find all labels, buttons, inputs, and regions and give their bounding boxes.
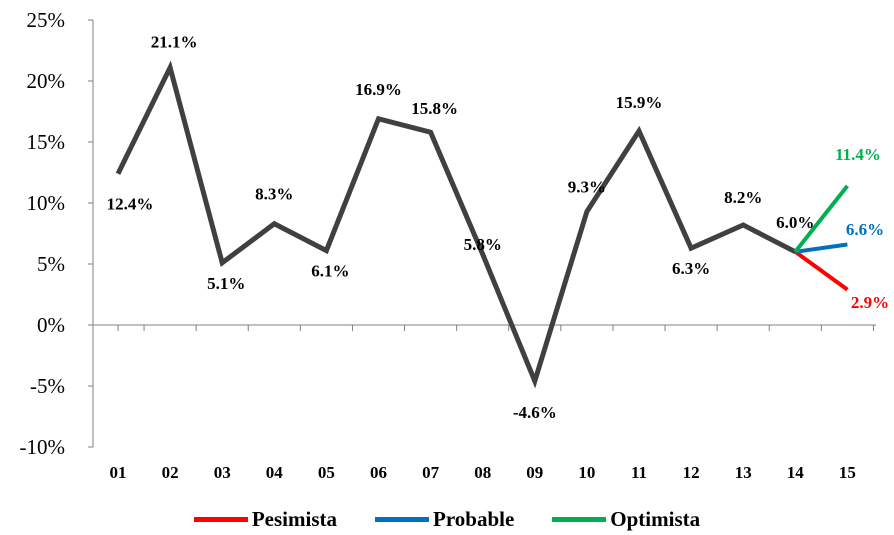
series-line-probable: [795, 242, 848, 254]
y-tick-label: 15%: [27, 130, 66, 154]
x-tick-label: 09: [526, 463, 543, 482]
data-label: 6.3%: [672, 259, 710, 278]
data-label-layer: 12.4% 21.1% 5.1% 8.3% 6.1% 16.9% 15.8% 5.8% -4.6…: [107, 33, 890, 423]
y-axis: 25% 20% 15% 10% 5% 0% -5% -10%: [20, 8, 94, 459]
series-line-optimista: [793, 184, 849, 254]
data-label: 8.2%: [724, 188, 762, 207]
data-label-probable: 6.6%: [846, 220, 884, 239]
series-layer: [115, 60, 849, 389]
data-label: 6.0%: [776, 213, 814, 232]
data-label: 21.1%: [151, 33, 198, 52]
x-tick-label: 14: [787, 463, 805, 482]
y-tick-label: 0%: [37, 313, 65, 337]
y-tick-label: -10%: [20, 435, 66, 459]
x-tick-label: 07: [422, 463, 440, 482]
series-line-pesimista: [794, 250, 849, 292]
legend-item-probable: Probable: [375, 507, 514, 532]
x-tick-label: 02: [162, 463, 179, 482]
data-label: 16.9%: [355, 80, 402, 99]
data-label: -4.6%: [513, 403, 557, 422]
legend-label-probable: Probable: [433, 507, 515, 531]
x-tick-label: 10: [578, 463, 595, 482]
y-tick-label: -5%: [30, 374, 65, 398]
x-tick-label: 08: [474, 463, 491, 482]
x-tick-label: 12: [683, 463, 700, 482]
legend-swatch-optimista: [552, 517, 607, 522]
x-tick-label: 04: [266, 463, 284, 482]
legend: Pesimista Probable Optimista: [0, 507, 894, 532]
y-tick-label: 5%: [37, 252, 65, 276]
data-label: 9.3%: [568, 178, 606, 197]
y-tick-label: 10%: [27, 191, 66, 215]
x-tick-label: 06: [370, 463, 387, 482]
legend-label-optimista: Optimista: [610, 507, 701, 531]
x-axis: 01 02 03 04 05 06 07 08 09 10 11 12 13 14 15: [93, 324, 876, 482]
legend-swatch-probable: [375, 517, 429, 522]
data-label: 15.9%: [616, 93, 663, 112]
data-label: 12.4%: [107, 195, 154, 214]
x-tick-label: 15: [839, 463, 856, 482]
x-tick-label: 13: [735, 463, 752, 482]
data-label-pesimista: 2.9%: [851, 293, 889, 312]
y-tick-label: 25%: [27, 8, 66, 32]
legend-item-optimista: Optimista: [552, 507, 700, 532]
legend-label-pesimista: Pesimista: [251, 507, 337, 531]
legend-swatch-pesimista: [193, 517, 248, 522]
historical-series-line: [115, 60, 797, 389]
y-tick-label: 20%: [27, 69, 66, 93]
x-tick-label: 11: [631, 463, 647, 482]
data-label: 8.3%: [255, 185, 293, 204]
x-tick-label: 05: [318, 463, 335, 482]
data-label: 15.8%: [411, 99, 458, 118]
data-label: 5.8%: [464, 235, 502, 254]
data-label: 5.1%: [207, 274, 245, 293]
x-tick-label: 03: [214, 463, 231, 482]
data-label-optimista: 11.4%: [835, 145, 881, 164]
data-label: 6.1%: [311, 262, 349, 281]
x-tick-label: 01: [110, 463, 127, 482]
legend-item-pesimista: Pesimista: [193, 507, 337, 532]
